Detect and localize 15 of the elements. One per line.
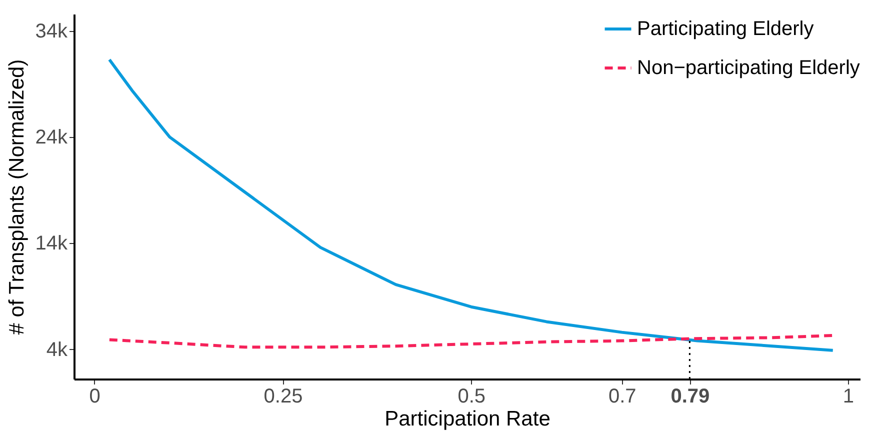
x-tick-label: 0: [89, 386, 100, 408]
x-tick-label: 0.5: [458, 386, 486, 408]
x-axis-title: Participation Rate: [384, 408, 550, 430]
x-tick-label: 0.7: [608, 386, 636, 408]
line-series: [108, 334, 834, 349]
legend-label: Participating Elderly: [637, 18, 814, 40]
x-tick-label: 1: [842, 386, 854, 408]
legend-label: Non−participating Elderly: [637, 57, 860, 79]
y-tick-label: 4k: [46, 338, 68, 361]
y-tick-label: 24k: [35, 126, 68, 149]
y-axis-title: # of Transplants (Normalized): [5, 59, 28, 335]
y-tick-label: 34k: [35, 20, 68, 42]
y-tick-label: 14k: [35, 232, 68, 255]
x-tick-label: 0.25: [264, 386, 303, 408]
x-tick-label: 0.79: [670, 386, 710, 408]
